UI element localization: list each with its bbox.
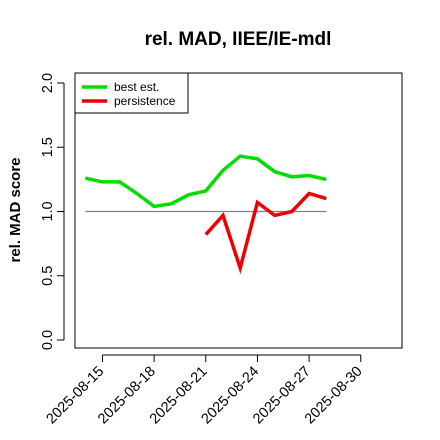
plot-frame bbox=[74, 72, 403, 349]
series-group bbox=[84, 154, 327, 275]
y-tick-label: 0.0 bbox=[40, 330, 56, 350]
legend: best est.persistence bbox=[74, 72, 189, 114]
legend-label: persistence bbox=[114, 94, 176, 108]
y-tick-label: 2.0 bbox=[40, 73, 56, 93]
y-tick-label: 1.0 bbox=[40, 201, 56, 221]
y-axis-label: rel. MAD score bbox=[7, 157, 24, 262]
series-line-persistence bbox=[204, 191, 327, 275]
legend-box bbox=[74, 72, 189, 114]
legend-label: best est. bbox=[114, 80, 159, 94]
y-tick-label: 1.5 bbox=[40, 137, 56, 157]
y-tick-label: 0.5 bbox=[40, 266, 56, 286]
series-line-best-est bbox=[84, 154, 327, 209]
axes: 0.00.51.01.52.02025-08-152025-08-182025-… bbox=[40, 73, 366, 427]
chart-title: rel. MAD, IIEE/IE-mdl bbox=[145, 29, 332, 50]
